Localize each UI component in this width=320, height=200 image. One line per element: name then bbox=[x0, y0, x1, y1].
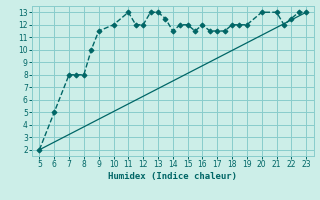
X-axis label: Humidex (Indice chaleur): Humidex (Indice chaleur) bbox=[108, 172, 237, 181]
